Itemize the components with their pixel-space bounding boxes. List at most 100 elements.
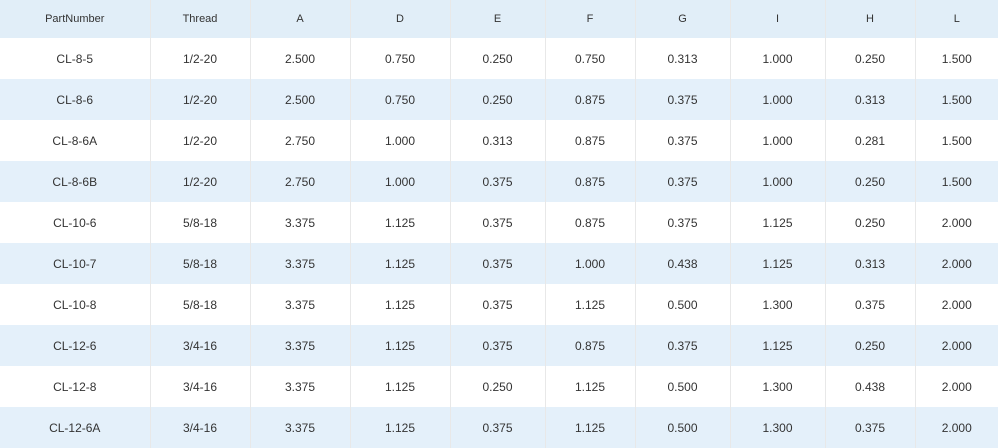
table-cell: 1.000 bbox=[730, 161, 826, 202]
table-cell: 0.875 bbox=[545, 161, 636, 202]
table-row: CL-12-8 3/4-16 3.375 1.125 0.250 1.125 0.500 1.… bbox=[0, 366, 998, 407]
table-row: CL-8-6A 1/2-20 2.750 1.000 0.313 0.875 0.375 1.… bbox=[0, 120, 998, 161]
table-row: CL-10-7 5/8-18 3.375 1.125 0.375 1.000 0.438 1.… bbox=[0, 243, 998, 284]
table-cell: 0.750 bbox=[350, 38, 451, 79]
table-cell: 1.300 bbox=[730, 407, 826, 448]
table-row: CL-10-6 5/8-18 3.375 1.125 0.375 0.875 0.375 1.… bbox=[0, 202, 998, 243]
table-cell: 1.125 bbox=[350, 243, 451, 284]
table-cell: 5/8-18 bbox=[150, 202, 251, 243]
table-cell: 0.313 bbox=[825, 79, 916, 120]
table-cell: 1.125 bbox=[730, 202, 826, 243]
table-cell: 1.000 bbox=[730, 120, 826, 161]
header-cell: I bbox=[730, 0, 826, 38]
table-cell: 1/2-20 bbox=[150, 120, 251, 161]
table-cell: 1.125 bbox=[350, 202, 451, 243]
table-row: CL-12-6 3/4-16 3.375 1.125 0.375 0.875 0.375 1.… bbox=[0, 325, 998, 366]
table-cell: 3.375 bbox=[250, 202, 351, 243]
table-cell: CL-8-6 bbox=[0, 79, 151, 120]
table-cell: 0.375 bbox=[450, 243, 546, 284]
table-cell: 3.375 bbox=[250, 243, 351, 284]
table-cell: 0.438 bbox=[825, 366, 916, 407]
header-cell: E bbox=[450, 0, 546, 38]
table-row: CL-12-6A 3/4-16 3.375 1.125 0.375 1.125 0.500 1… bbox=[0, 407, 998, 448]
table-cell: 0.250 bbox=[825, 38, 916, 79]
table-cell: 3.375 bbox=[250, 407, 351, 448]
table-cell: 0.750 bbox=[545, 38, 636, 79]
table-cell: 2.000 bbox=[915, 407, 998, 448]
header-cell: H bbox=[825, 0, 916, 38]
table-cell: 1.125 bbox=[730, 243, 826, 284]
table-cell: 0.375 bbox=[825, 284, 916, 325]
table-cell: 1.000 bbox=[350, 161, 451, 202]
table-cell: 0.250 bbox=[450, 38, 546, 79]
table-cell: 0.875 bbox=[545, 79, 636, 120]
table-cell: 2.750 bbox=[250, 120, 351, 161]
table-cell: 1.500 bbox=[915, 120, 998, 161]
table-cell: 2.000 bbox=[915, 366, 998, 407]
table-cell: 2.000 bbox=[915, 243, 998, 284]
table-cell: CL-12-6 bbox=[0, 325, 151, 366]
table-cell: 1.000 bbox=[545, 243, 636, 284]
table-cell: 1.125 bbox=[350, 284, 451, 325]
table-cell: 0.875 bbox=[545, 325, 636, 366]
header-cell: Thread bbox=[150, 0, 251, 38]
table-cell: 0.375 bbox=[825, 407, 916, 448]
header-cell: L bbox=[915, 0, 998, 38]
table-cell: 2.500 bbox=[250, 79, 351, 120]
header-cell: F bbox=[545, 0, 636, 38]
table-cell: 0.375 bbox=[450, 161, 546, 202]
header-cell: PartNumber bbox=[0, 0, 151, 38]
header-cell: D bbox=[350, 0, 451, 38]
table-body: CL-8-5 1/2-20 2.500 0.750 0.250 0.750 0.313 1.0… bbox=[0, 38, 998, 448]
table-cell: 0.875 bbox=[545, 120, 636, 161]
table-cell: 1/2-20 bbox=[150, 38, 251, 79]
table-cell: 0.250 bbox=[450, 366, 546, 407]
header-row: PartNumber Thread A D E F G I H L bbox=[0, 0, 998, 38]
table-cell: 1.125 bbox=[350, 325, 451, 366]
table-cell: 3/4-16 bbox=[150, 366, 251, 407]
table-cell: 1/2-20 bbox=[150, 79, 251, 120]
table-cell: 0.313 bbox=[450, 120, 546, 161]
table-cell: 1.500 bbox=[915, 161, 998, 202]
table-cell: 0.875 bbox=[545, 202, 636, 243]
table-cell: 3.375 bbox=[250, 284, 351, 325]
table-row: CL-8-6 1/2-20 2.500 0.750 0.250 0.875 0.375 1.0… bbox=[0, 79, 998, 120]
table-cell: 0.375 bbox=[635, 202, 731, 243]
table-cell: 0.375 bbox=[450, 407, 546, 448]
table-cell: 0.375 bbox=[450, 202, 546, 243]
table-cell: CL-12-6A bbox=[0, 407, 151, 448]
table-cell: 1.300 bbox=[730, 366, 826, 407]
table-cell: 2.000 bbox=[915, 202, 998, 243]
table-cell: 1/2-20 bbox=[150, 161, 251, 202]
table-cell: 5/8-18 bbox=[150, 243, 251, 284]
table-cell: 0.750 bbox=[350, 79, 451, 120]
table-cell: 1.000 bbox=[730, 38, 826, 79]
table-cell: CL-10-8 bbox=[0, 284, 151, 325]
table-cell: 1.125 bbox=[545, 284, 636, 325]
table-cell: 0.250 bbox=[825, 161, 916, 202]
table-cell: 3.375 bbox=[250, 366, 351, 407]
table-cell: 0.250 bbox=[450, 79, 546, 120]
table-cell: 1.125 bbox=[350, 366, 451, 407]
table-row: CL-10-8 5/8-18 3.375 1.125 0.375 1.125 0.500 1.… bbox=[0, 284, 998, 325]
table-cell: 1.000 bbox=[350, 120, 451, 161]
table-cell: 2.750 bbox=[250, 161, 351, 202]
table-cell: 0.375 bbox=[635, 161, 731, 202]
table-cell: 0.375 bbox=[635, 325, 731, 366]
table-header: PartNumber Thread A D E F G I H L bbox=[0, 0, 998, 38]
table-cell: 0.438 bbox=[635, 243, 731, 284]
table-cell: 1.125 bbox=[545, 366, 636, 407]
header-cell: G bbox=[635, 0, 731, 38]
table-cell: 0.313 bbox=[635, 38, 731, 79]
table-cell: 1.000 bbox=[730, 79, 826, 120]
header-cell: A bbox=[250, 0, 351, 38]
table-cell: 0.500 bbox=[635, 366, 731, 407]
table-cell: CL-8-5 bbox=[0, 38, 151, 79]
table-cell: 2.000 bbox=[915, 284, 998, 325]
table-cell: 0.250 bbox=[825, 325, 916, 366]
table-cell: CL-12-8 bbox=[0, 366, 151, 407]
table-cell: 3/4-16 bbox=[150, 325, 251, 366]
table-cell: CL-10-7 bbox=[0, 243, 151, 284]
